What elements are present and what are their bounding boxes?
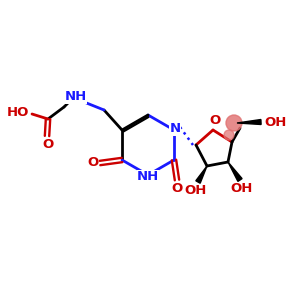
Text: OH: OH <box>265 116 287 128</box>
Polygon shape <box>237 119 261 124</box>
Polygon shape <box>196 166 207 183</box>
Circle shape <box>224 130 234 140</box>
Circle shape <box>226 115 242 131</box>
Text: HO: HO <box>7 106 29 119</box>
Text: O: O <box>87 157 99 169</box>
Text: OH: OH <box>185 184 207 196</box>
Text: O: O <box>42 137 54 151</box>
Text: NH: NH <box>137 169 159 182</box>
Text: OH: OH <box>231 182 253 194</box>
Text: NH: NH <box>65 91 87 103</box>
Polygon shape <box>228 162 242 182</box>
Text: N: N <box>169 122 181 136</box>
Text: O: O <box>171 182 183 194</box>
Text: O: O <box>209 115 220 128</box>
